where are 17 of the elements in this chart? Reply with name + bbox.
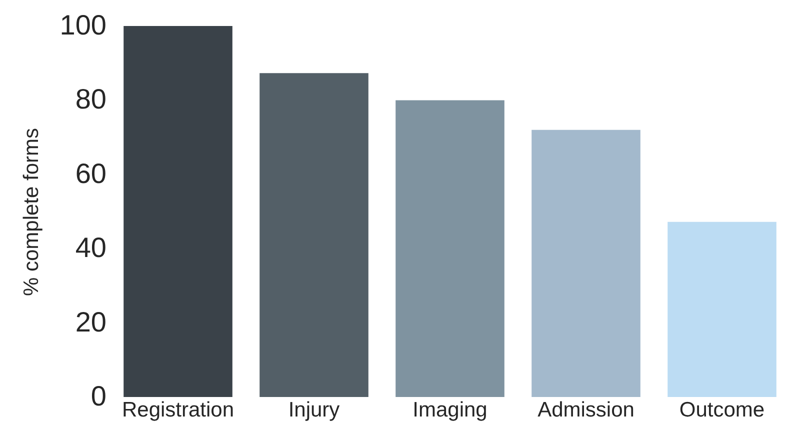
bar	[260, 73, 368, 397]
bar	[532, 130, 640, 397]
y-tick-label: 0	[90, 380, 106, 412]
y-tick-label: 60	[75, 158, 106, 189]
y-tick-label: 20	[75, 306, 106, 338]
x-tick-label: Outcome	[679, 398, 765, 422]
y-axis-title: % complete forms	[20, 128, 43, 296]
x-tick-label: Injury	[288, 398, 340, 422]
y-tick-label: 80	[75, 84, 106, 115]
bar	[124, 26, 232, 397]
x-tick-label: Admission	[538, 398, 634, 422]
bar	[396, 100, 504, 397]
x-tick-label: Imaging	[412, 398, 488, 422]
y-tick-label: 40	[75, 232, 106, 264]
y-tick-label: 100	[60, 10, 106, 40]
x-tick-label: Registration	[122, 398, 234, 422]
bar	[668, 222, 776, 397]
